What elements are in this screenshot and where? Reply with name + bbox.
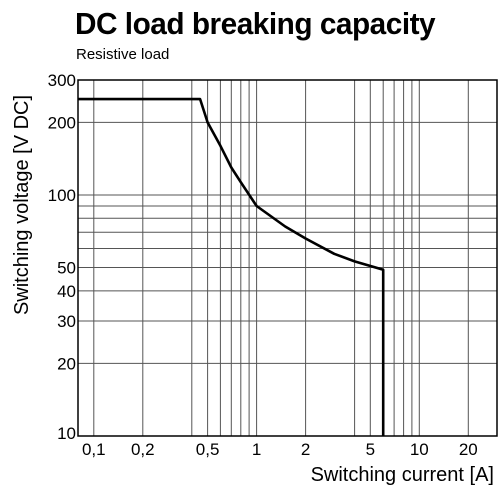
x-tick-label: 1 — [252, 440, 261, 459]
y-tick-label: 300 — [48, 71, 76, 90]
x-axis-label: Switching current [A] — [311, 464, 494, 486]
y-tick-label: 100 — [48, 186, 76, 205]
chart-title: DC load breaking capacity — [75, 6, 436, 41]
y-tick-label: 40 — [57, 282, 76, 301]
y-tick-label: 30 — [57, 312, 76, 331]
x-tick-label: 10 — [410, 440, 429, 459]
x-tick-label: 5 — [366, 440, 375, 459]
x-tick-label: 2 — [301, 440, 310, 459]
plot-frame — [77, 79, 498, 437]
series-layer — [78, 97, 385, 436]
y-tick-label: 10 — [57, 424, 76, 443]
y-axis-label: Switching voltage [V DC] — [11, 95, 33, 315]
y-tick-label: 50 — [57, 259, 76, 278]
y-tick-label: 20 — [57, 354, 76, 373]
x-tick-label: 0,2 — [131, 440, 155, 459]
y-tick-labels: 10 20 30 40 50 100 200 300 — [48, 71, 76, 443]
x-tick-labels: 0,1 0,2 0,5 1 2 5 10 20 — [82, 440, 478, 459]
chart-subtitle: Resistive load — [76, 46, 170, 63]
grid-lines — [78, 79, 497, 437]
breaking-capacity-curve — [78, 97, 385, 436]
x-tick-label: 20 — [459, 440, 478, 459]
x-tick-label: 0,1 — [82, 440, 106, 459]
x-tick-label: 0,5 — [196, 440, 220, 459]
y-tick-label: 200 — [48, 113, 76, 132]
plot-border — [77, 79, 498, 437]
